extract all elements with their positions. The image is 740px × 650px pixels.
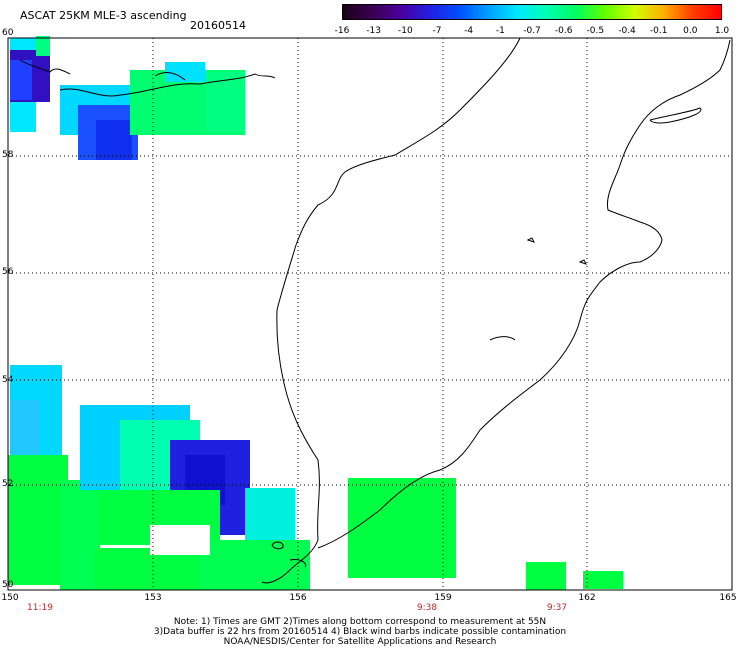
swath-top-green: [205, 72, 245, 132]
footnotes: Note: 1) Times are GMT 2)Times along bot…: [60, 617, 660, 647]
color-scale-bar: [342, 4, 722, 20]
colorbar-label: 1.0: [714, 26, 730, 36]
colorbar-label: -0.5: [586, 26, 605, 36]
swath-se-green: [348, 478, 456, 578]
colorbar-label: -13: [366, 26, 382, 36]
map-title: ASCAT 25KM MLE-3 ascending: [20, 9, 187, 22]
lat-label-52: 52: [2, 479, 14, 489]
lon-label-153: 153: [144, 593, 162, 603]
swath-nw-green: [36, 36, 50, 56]
coastline: [19, 37, 731, 584]
swath-se-green3: [583, 571, 623, 589]
map-frame: [7, 37, 733, 591]
swath-s-green4: [200, 540, 310, 590]
time-label-2: 9:38: [416, 603, 438, 613]
lon-label-162: 162: [578, 593, 596, 603]
swath-sw-green: [8, 455, 68, 585]
swath-s-cyan3: [245, 488, 295, 548]
time-label-1: 11:19: [27, 603, 53, 613]
footnote-line-2: 3)Data buffer is 22 hrs from 20160514 4)…: [153, 627, 567, 637]
swath-se-green2: [526, 562, 566, 590]
colorbar-label: -10: [397, 26, 413, 36]
lon-label-165: 165: [719, 593, 737, 603]
colorbar-label: -16: [334, 26, 350, 36]
lon-label-150: 150: [1, 593, 19, 603]
swath-top-cyan: [165, 62, 205, 82]
lat-label-58: 58: [2, 150, 14, 160]
lon-label-156: 156: [289, 593, 307, 603]
colorbar-label: -0.4: [618, 26, 636, 36]
data-swaths: [8, 36, 623, 590]
time-label-3: 9:37: [546, 603, 568, 613]
swath-sw-cyan2: [10, 400, 40, 460]
colorbar-label: -0.7: [523, 26, 541, 36]
swath-mid-blue2: [96, 120, 132, 160]
colorbar-label: -1: [495, 26, 505, 36]
colorbar-label: -0.1: [649, 26, 668, 36]
colorbar-label: -7: [432, 26, 442, 36]
lat-label-56: 56: [2, 267, 14, 277]
footnote-line-1: Note: 1) Times are GMT 2)Times along bot…: [173, 617, 547, 627]
lat-label-50: 50: [2, 580, 14, 590]
colorbar-label: 0.0: [683, 26, 698, 36]
footnote-line-3: NOAA/NESDIS/Center for Satellite Applica…: [223, 637, 497, 647]
colorbar-label: -4: [464, 26, 474, 36]
lon-label-159: 159: [434, 593, 452, 603]
swath-nw-blue: [10, 60, 32, 100]
swath-s-gap2: [150, 525, 210, 555]
map-date: 20160514: [190, 19, 246, 32]
colorbar-label: -0.6: [554, 26, 573, 36]
lat-label-60: 60: [2, 28, 14, 38]
lat-label-54: 54: [2, 375, 14, 385]
color-scale-labels: -16 -13 -10 -7 -4 -1 -0.7 -0.6 -0.5 -0.4 -0.1 0.0 1.…: [328, 26, 738, 38]
